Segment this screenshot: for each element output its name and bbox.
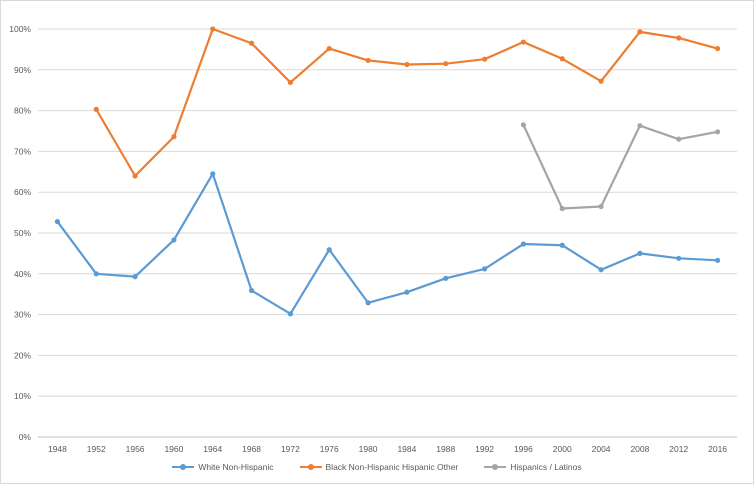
data-point <box>481 266 488 272</box>
data-point <box>171 134 177 140</box>
legend-marker-icon <box>172 463 195 471</box>
legend-item: White Non-Hispanic <box>172 462 274 472</box>
data-point <box>598 267 604 273</box>
data-point <box>443 275 449 281</box>
legend-label: Hispanics / Latinos <box>510 462 582 472</box>
series-line <box>95 27 718 177</box>
data-point <box>93 106 99 112</box>
x-tick-label: 2004 <box>592 444 611 454</box>
data-point <box>132 173 138 179</box>
legend-label: Black Non-Hispanic Hispanic Other <box>325 462 459 472</box>
data-point <box>559 242 565 248</box>
legend-item: Black Non-Hispanic Hispanic Other <box>299 462 459 472</box>
data-point <box>520 39 527 45</box>
chart-legend: White Non-Hispanic Black Non-Hispanic His… <box>0 462 754 472</box>
data-point <box>714 45 721 52</box>
x-tick-label: 1956 <box>126 444 145 454</box>
data-point <box>520 122 527 128</box>
data-point <box>93 271 99 277</box>
data-point <box>326 247 332 253</box>
legend-marker-icon <box>299 463 322 471</box>
legend-label: White Non-Hispanic <box>198 462 274 472</box>
x-tick-label: 1972 <box>281 444 300 454</box>
data-point <box>481 56 488 62</box>
data-point <box>714 129 721 135</box>
data-point <box>248 40 255 46</box>
data-point <box>637 29 643 35</box>
data-point <box>210 26 216 32</box>
x-tick-label: 1984 <box>397 444 416 454</box>
data-point <box>287 79 294 86</box>
data-point <box>404 289 410 295</box>
x-tick-label: 1948 <box>48 444 67 454</box>
y-tick-label: 80% <box>14 106 31 116</box>
legend-item: Hispanics / Latinos <box>484 462 582 472</box>
line-chart: 0% 10% 20% 30% 40% 50% 60% 70% 80% 90% 100% 1948 195… <box>9 24 737 454</box>
data-point <box>132 274 138 280</box>
y-tick-label: 40% <box>14 269 31 279</box>
y-tick-label: 20% <box>14 350 31 360</box>
x-tick-label: 1964 <box>203 444 222 454</box>
data-point <box>714 257 721 263</box>
y-tick-label: 60% <box>14 187 31 197</box>
y-tick-label: 50% <box>14 228 31 238</box>
data-point <box>54 218 61 225</box>
data-point <box>637 123 643 129</box>
data-point <box>287 311 294 317</box>
y-tick-label: 0% <box>19 432 32 442</box>
x-tick-label: 2008 <box>630 444 649 454</box>
data-point <box>326 45 332 52</box>
data-point <box>404 61 410 68</box>
data-point <box>676 35 682 41</box>
y-tick-label: 90% <box>14 65 31 75</box>
y-tick-label: 30% <box>14 310 31 320</box>
series-line <box>522 124 718 210</box>
data-point <box>365 57 371 64</box>
x-tick-label: 1968 <box>242 444 261 454</box>
series-line <box>56 172 718 315</box>
x-tick-label: 1988 <box>436 444 455 454</box>
x-tick-label: 1996 <box>514 444 533 454</box>
data-point <box>248 287 255 294</box>
data-point <box>210 171 216 177</box>
y-tick-label: 100% <box>9 24 31 34</box>
x-tick-label: 1980 <box>359 444 378 454</box>
x-tick-label: 1976 <box>320 444 339 454</box>
data-point <box>171 237 177 243</box>
data-point <box>443 61 449 67</box>
data-point <box>637 250 643 256</box>
x-tick-label: 1952 <box>87 444 106 454</box>
y-tick-label: 70% <box>14 146 31 156</box>
x-tick-label: 2012 <box>669 444 688 454</box>
data-point <box>598 78 604 84</box>
data-point <box>676 255 682 261</box>
legend-marker-icon <box>484 463 507 471</box>
x-tick-label: 1992 <box>475 444 494 454</box>
data-point <box>676 136 682 142</box>
data-point <box>520 241 527 247</box>
data-point <box>598 203 604 210</box>
x-tick-label: 1960 <box>164 444 183 454</box>
x-tick-label: 2016 <box>708 444 727 454</box>
data-point <box>559 56 565 62</box>
y-tick-label: 10% <box>14 391 31 401</box>
data-point <box>365 300 371 306</box>
x-tick-label: 2000 <box>553 444 572 454</box>
data-point <box>559 205 565 212</box>
